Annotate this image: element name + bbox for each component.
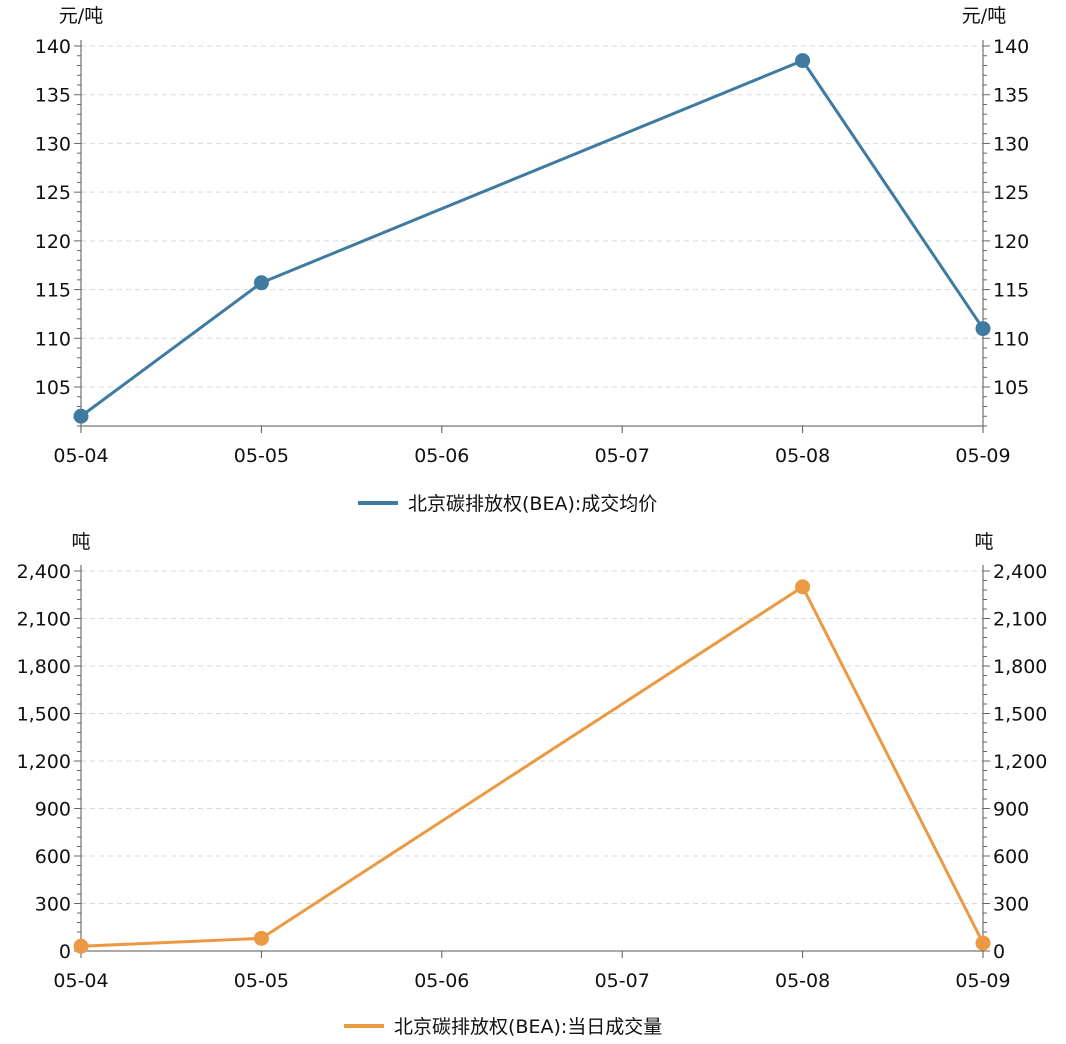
x-tick-label: 05-07 — [595, 970, 650, 992]
data-point[interactable] — [73, 938, 89, 954]
y-tick-label-right: 110 — [993, 328, 1029, 350]
y-unit-left: 吨 — [71, 531, 90, 553]
x-tick-label: 05-07 — [595, 445, 650, 467]
data-point[interactable] — [795, 579, 811, 595]
y-tick-label-right: 300 — [993, 894, 1029, 916]
volume-chart: 0 0 300 300 600 600 900 900 1,200 1,200 1,500 1,500… — [17, 531, 1048, 1038]
y-tick-label-right: 105 — [993, 377, 1029, 399]
y-tick-label-left: 140 — [35, 36, 71, 58]
y-tick-label-left: 900 — [35, 799, 71, 821]
y-tick-label-right: 1,200 — [993, 751, 1047, 773]
data-point[interactable] — [975, 935, 991, 951]
x-tick-label: 05-05 — [234, 970, 289, 992]
x-tick-label: 05-08 — [775, 445, 830, 467]
y-tick-label-left: 115 — [35, 280, 71, 302]
data-point[interactable] — [253, 930, 269, 946]
data-point[interactable] — [795, 53, 811, 69]
y-unit-left: 元/吨 — [59, 5, 103, 27]
x-tick-label: 05-06 — [414, 445, 469, 467]
y-tick-label-right: 140 — [993, 36, 1029, 58]
legend: 北京碳排放权(BEA):成交均价 — [358, 493, 657, 515]
y-tick-label-right: 1,500 — [993, 704, 1047, 726]
y-tick-label-left: 0 — [59, 941, 71, 963]
series-line — [80, 59, 985, 418]
data-point[interactable] — [73, 408, 89, 424]
y-tick-label-right: 120 — [993, 231, 1029, 253]
x-tick-label: 05-08 — [775, 970, 830, 992]
y-tick-label-left: 2,400 — [17, 561, 71, 583]
y-tick-label-right: 1,800 — [993, 656, 1047, 678]
y-tick-label-left: 1,800 — [17, 656, 71, 678]
y-tick-label-left: 1,200 — [17, 751, 71, 773]
y-tick-label-left: 110 — [35, 328, 71, 350]
y-tick-label-right: 115 — [993, 280, 1029, 302]
y-unit-right: 元/吨 — [962, 5, 1006, 27]
data-point[interactable] — [975, 321, 991, 337]
y-tick-label-right: 125 — [993, 182, 1029, 204]
x-tick-label: 05-05 — [234, 445, 289, 467]
legend: 北京碳排放权(BEA):当日成交量 — [344, 1016, 662, 1038]
x-tick-label: 05-04 — [53, 970, 108, 992]
legend-label: 北京碳排放权(BEA):成交均价 — [408, 493, 657, 515]
x-tick-label: 05-09 — [955, 970, 1010, 992]
x-tick-label: 05-04 — [53, 445, 108, 467]
y-tick-label-left: 125 — [35, 182, 71, 204]
data-point[interactable] — [253, 275, 269, 291]
y-tick-label-right: 2,100 — [993, 609, 1047, 631]
legend-label: 北京碳排放权(BEA):当日成交量 — [394, 1016, 662, 1038]
y-tick-label-left: 105 — [35, 377, 71, 399]
y-tick-label-left: 2,100 — [17, 609, 71, 631]
x-tick-label: 05-09 — [955, 445, 1010, 467]
series-line — [80, 585, 985, 948]
y-tick-label-right: 130 — [993, 133, 1029, 155]
y-tick-label-left: 1,500 — [17, 704, 71, 726]
y-tick-label-right: 0 — [993, 941, 1005, 963]
y-tick-label-right: 135 — [993, 85, 1029, 107]
y-tick-label-left: 300 — [35, 894, 71, 916]
y-tick-label-right: 900 — [993, 799, 1029, 821]
y-tick-label-left: 130 — [35, 133, 71, 155]
y-tick-label-left: 135 — [35, 85, 71, 107]
y-tick-label-left: 600 — [35, 846, 71, 868]
price-chart: 105 105 110 110 115 115 120 120 125 125 130 130 135 1… — [35, 5, 1030, 515]
y-tick-label-right: 600 — [993, 846, 1029, 868]
y-tick-label-left: 120 — [35, 231, 71, 253]
y-tick-label-right: 2,400 — [993, 561, 1047, 583]
x-tick-label: 05-06 — [414, 970, 469, 992]
y-unit-right: 吨 — [974, 531, 993, 553]
